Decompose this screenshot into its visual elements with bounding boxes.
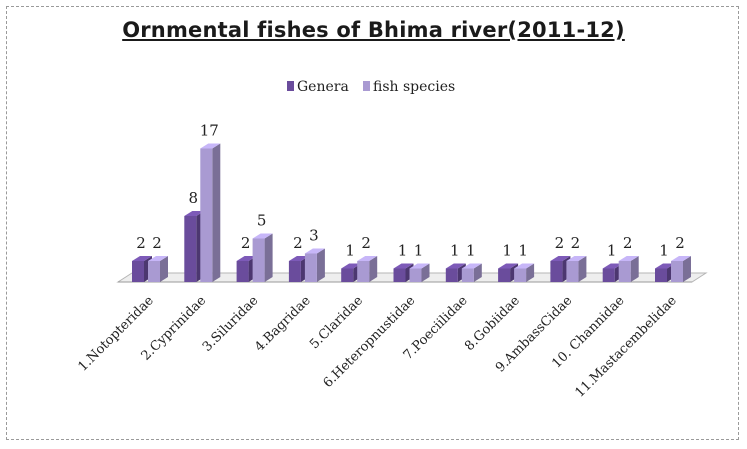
bar-top-1-9	[550, 256, 571, 261]
bar-side-2-10	[630, 256, 639, 282]
bar-2-1	[148, 261, 160, 282]
value-label-1-7: 1	[450, 242, 460, 260]
bar-1-2	[184, 216, 197, 282]
value-label-2-3: 5	[257, 212, 267, 230]
bar-2-5	[357, 261, 370, 282]
bar-1-1	[132, 261, 144, 282]
bar-top-1-8	[498, 263, 519, 269]
bar-top-2-10	[618, 256, 639, 261]
bar-2-10	[618, 261, 631, 282]
bar-top-1-1	[132, 256, 152, 261]
bar-2-7	[461, 268, 474, 282]
category-label-4: 4.Bagridae	[252, 293, 314, 355]
bar-top-2-4	[304, 248, 325, 254]
bar-2-11	[671, 261, 683, 282]
bar-top-2-3	[252, 233, 273, 239]
bar-side-2-11	[683, 256, 691, 282]
legend-label-1: Genera	[297, 79, 349, 95]
value-label-1-5: 1	[345, 242, 355, 260]
bar-side-2-9	[578, 256, 587, 282]
bar-side-2-1	[160, 256, 168, 282]
value-label-2-7: 1	[466, 242, 476, 260]
bar-side-2-4	[316, 248, 325, 282]
value-label-1-2: 8	[189, 189, 199, 207]
bar-top-1-3	[236, 256, 257, 261]
bar-top-1-2	[184, 211, 205, 216]
bar-side-2-2	[212, 143, 221, 282]
bar-1-6	[393, 268, 406, 282]
category-label-1: 1.Notopteridae	[75, 293, 157, 375]
bar-top-1-5	[341, 263, 362, 269]
bar-2-9	[566, 261, 579, 282]
bar-side-2-8	[526, 263, 535, 282]
value-label-1-8: 1	[502, 242, 512, 260]
bar-2-3	[252, 238, 265, 282]
category-label-11: 11.Mastacembelidae	[573, 293, 681, 401]
bar-top-1-11	[655, 263, 675, 269]
value-label-1-11: 1	[659, 242, 669, 260]
legend-label-2: fish species	[373, 79, 455, 95]
value-label-2-10: 2	[623, 234, 633, 252]
bar-top-2-6	[409, 263, 430, 269]
value-label-2-9: 2	[571, 234, 581, 252]
bar-top-2-5	[357, 256, 378, 261]
value-label-2-4: 3	[309, 227, 319, 245]
bar-2-6	[409, 268, 422, 282]
bar-side-2-6	[421, 263, 430, 282]
value-label-1-6: 1	[398, 242, 408, 260]
bar-1-8	[498, 268, 511, 282]
bar-side-2-5	[369, 256, 378, 282]
bar-top-1-4	[288, 256, 309, 261]
bar-side-2-7	[473, 263, 482, 282]
value-label-2-8: 1	[518, 242, 528, 260]
bar-top-2-9	[566, 256, 587, 261]
bar-2-2	[200, 148, 213, 282]
bar-1-11	[655, 268, 667, 282]
bar-1-10	[602, 268, 615, 282]
value-label-1-4: 2	[293, 234, 303, 252]
category-label-6: 6.Heteropnustidae	[321, 293, 419, 391]
bar-side-2-3	[264, 233, 273, 282]
chart-title: Ornmental fishes of Bhima river(2011-12)	[122, 18, 625, 42]
value-label-1-3: 2	[241, 234, 251, 252]
bar-2-8	[514, 268, 527, 282]
bar-1-3	[236, 261, 249, 282]
bar-top-1-6	[393, 263, 414, 269]
bar-top-1-7	[445, 263, 466, 269]
value-label-2-2: 17	[200, 122, 219, 140]
bar-1-9	[550, 261, 563, 282]
bar-2-4	[304, 253, 317, 282]
value-label-1-9: 2	[555, 234, 565, 252]
legend-swatch-1	[287, 81, 294, 91]
bar-top-2-8	[514, 263, 535, 269]
bar-top-2-2	[200, 143, 221, 149]
value-label-1-1: 2	[136, 234, 146, 252]
value-label-2-1: 2	[152, 234, 162, 252]
bar-1-7	[445, 268, 458, 282]
value-label-1-10: 1	[607, 242, 617, 260]
bar-1-5	[341, 268, 354, 282]
legend-swatch-2	[363, 81, 370, 91]
value-label-2-5: 2	[361, 234, 371, 252]
chart-frame	[6, 6, 739, 440]
value-label-2-6: 1	[414, 242, 424, 260]
bar-top-1-10	[602, 263, 623, 269]
value-label-2-11: 2	[675, 234, 685, 252]
bar-top-2-1	[148, 256, 168, 261]
bar-top-2-7	[461, 263, 482, 269]
bar-1-4	[288, 261, 301, 282]
bar-top-2-11	[671, 256, 691, 261]
